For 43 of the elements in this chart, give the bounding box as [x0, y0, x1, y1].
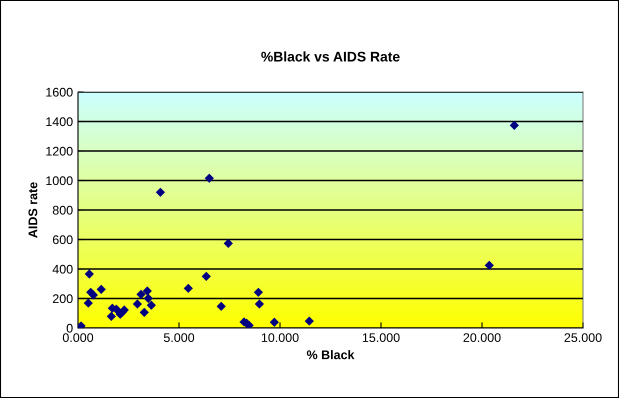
chart-title: %Black vs AIDS Rate: [261, 51, 400, 62]
point: [140, 308, 149, 317]
point: [88, 290, 98, 300]
y-tick-label: 400: [52, 264, 73, 274]
point: [304, 316, 314, 326]
y-tick-label: 0: [66, 324, 73, 333]
x-tick-label: 25.000: [564, 333, 602, 342]
point: [254, 299, 264, 309]
x-tick-label: 15.000: [362, 333, 400, 342]
y-axis-title: AIDS rate: [28, 182, 38, 238]
point: [270, 318, 279, 327]
y-tick-label: 1400: [46, 117, 73, 126]
y-tick-label: 600: [52, 235, 73, 244]
point: [84, 298, 93, 308]
y-tick-label: 200: [52, 294, 73, 304]
point: [132, 299, 142, 309]
point: [136, 290, 146, 299]
point: [202, 272, 211, 281]
point: [216, 302, 226, 311]
x-tick-label: 0.000: [62, 333, 94, 342]
point: [484, 260, 494, 270]
point: [106, 312, 116, 321]
y-tick-label: 1600: [46, 88, 73, 97]
point: [142, 286, 152, 296]
point: [510, 120, 519, 130]
point: [184, 284, 193, 293]
point: [204, 174, 214, 183]
point: [146, 300, 156, 310]
y-tick-label: 1200: [46, 146, 73, 156]
point: [254, 288, 263, 297]
point: [96, 284, 106, 294]
point: [244, 320, 254, 328]
y-tick-label: 800: [52, 206, 73, 215]
y-tick-label: 1000: [46, 176, 73, 186]
x-tick-label: 20.000: [464, 333, 501, 342]
point: [156, 188, 166, 197]
point: [120, 305, 129, 315]
x-axis-title: % Black: [306, 350, 354, 360]
x-tick-label: 5.000: [164, 333, 194, 342]
point: [144, 294, 153, 303]
point: [224, 238, 233, 248]
point: [84, 269, 94, 279]
x-tick-label: 10.000: [262, 333, 299, 342]
